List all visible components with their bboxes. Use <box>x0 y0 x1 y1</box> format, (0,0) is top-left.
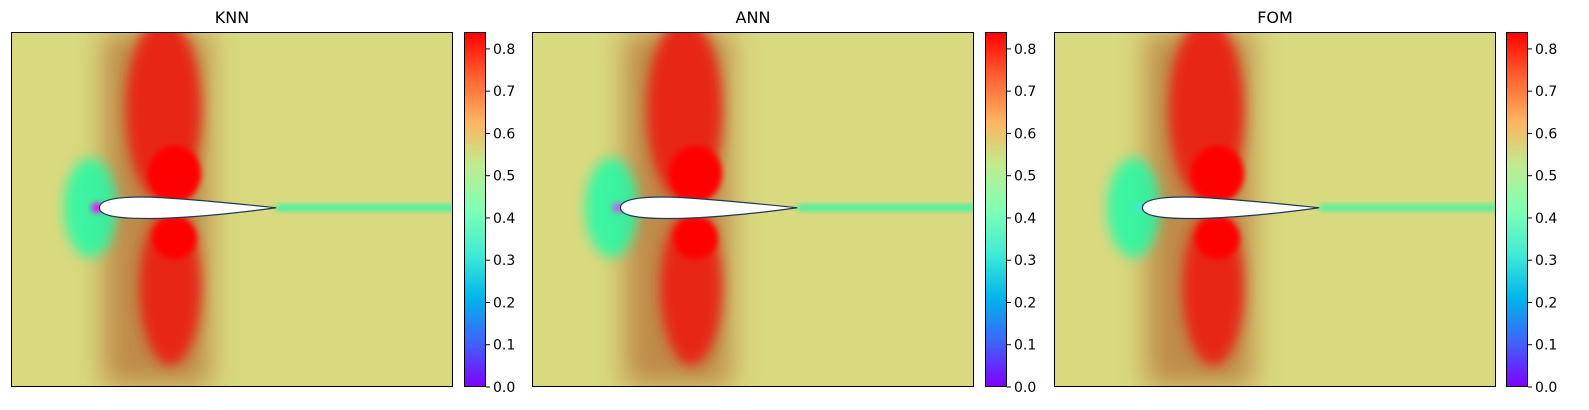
axes-frame <box>1054 32 1496 387</box>
colorbar-tick-label: 0.7 <box>493 84 515 100</box>
colorbar-tick-label: 0.0 <box>1014 380 1036 396</box>
colorbar-tick-label: 0.2 <box>493 295 515 311</box>
colorbar-tick-label: 0.3 <box>1535 253 1557 269</box>
colorbar <box>1506 32 1528 387</box>
axes-frame <box>11 32 453 387</box>
heatmap-field <box>1054 32 1496 387</box>
wake <box>276 204 453 211</box>
colorbar-tick-label: 0.6 <box>493 126 515 142</box>
colorbar-tick-label: 0.4 <box>1014 211 1036 227</box>
colorbar-tick-label: 0.8 <box>493 42 515 58</box>
colorbar-tick-label: 0.1 <box>493 338 515 354</box>
axes-frame <box>532 32 974 387</box>
wake <box>1319 204 1496 211</box>
colorbar-tick-label: 0.5 <box>1014 169 1036 185</box>
stagnation-halo <box>64 158 118 258</box>
stagnation-halo <box>585 158 639 258</box>
panel-title: KNN <box>215 8 249 27</box>
colorbar-tick-label: 0.7 <box>1014 84 1036 100</box>
colorbar-tick-label: 0.4 <box>1535 211 1557 227</box>
colorbar-frame <box>985 32 1007 387</box>
panel-knn: KNN 0.0 0.1 0.2 0.3 0.4 0.5 0.6 0.7 0.8 <box>11 8 515 396</box>
airfoil <box>98 196 277 220</box>
colorbar-tick-label: 0.7 <box>1535 84 1557 100</box>
colorbar-tick-label: 0.3 <box>1014 253 1036 269</box>
colorbar-tick-label: 0.1 <box>1014 338 1036 354</box>
colorbar-tick-label: 0.5 <box>1535 169 1557 185</box>
lower-peak <box>673 216 718 260</box>
stagnation-halo <box>1107 158 1161 258</box>
colorbar-tick-label: 0.2 <box>1535 295 1557 311</box>
panel-title: ANN <box>736 8 771 27</box>
heatmap-field <box>11 32 453 387</box>
colorbar-tick-label: 0.8 <box>1535 42 1557 58</box>
colorbar-tick-label: 0.5 <box>493 169 515 185</box>
wake <box>797 204 974 211</box>
airfoil <box>619 196 798 220</box>
colorbar-tick-label: 0.0 <box>493 380 515 396</box>
colorbar-tick-label: 0.1 <box>1535 338 1557 354</box>
airfoil <box>1141 196 1320 220</box>
panel-ann: ANN 0.0 0.1 0.2 0.3 0.4 0.5 0.6 0.7 0.8 <box>532 8 1036 396</box>
lower-peak <box>152 216 197 260</box>
colorbar-tick-label: 0.2 <box>1014 295 1036 311</box>
colorbar-tick-label: 0.8 <box>1014 42 1036 58</box>
colorbar-tick-label: 0.0 <box>1535 380 1557 396</box>
colorbar-tick-label: 0.3 <box>493 253 515 269</box>
colorbar-tick-label: 0.6 <box>1535 126 1557 142</box>
upper-peak <box>669 145 723 203</box>
heatmap-field <box>532 32 974 387</box>
colorbar-frame <box>1506 32 1528 387</box>
panel-fom: FOM 0.0 0.1 0.2 0.3 0.4 0.5 0.6 0.7 0.8 <box>1054 8 1557 396</box>
colorbar-tick-label: 0.4 <box>493 211 515 227</box>
panel-title: FOM <box>1257 8 1293 27</box>
colorbar-tick-label: 0.6 <box>1014 126 1036 142</box>
upper-peak <box>148 145 202 203</box>
upper-peak <box>1191 145 1245 203</box>
lower-peak <box>1195 216 1240 260</box>
colorbar-frame <box>464 32 486 387</box>
colorbar <box>985 32 1007 387</box>
colorbar <box>464 32 486 387</box>
